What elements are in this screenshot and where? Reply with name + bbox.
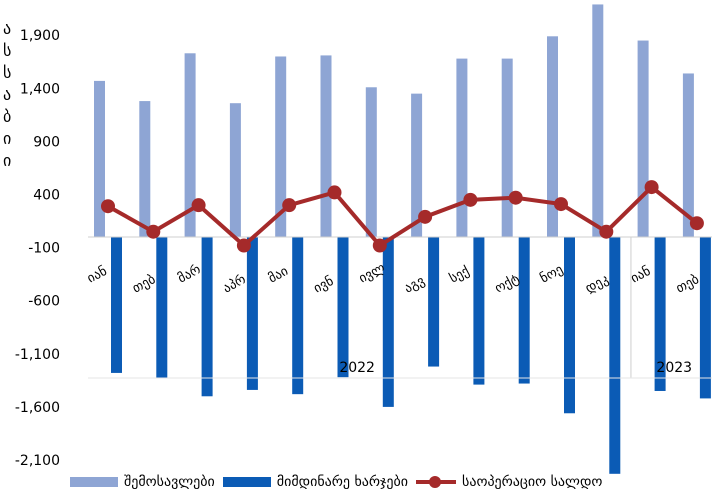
x-tick-label: თებ — [130, 272, 158, 297]
x-tick-label: ივნ — [311, 274, 336, 297]
x-tick-label: სექ — [447, 264, 472, 287]
bar-revenue — [501, 58, 513, 237]
x-tick-label: აპრ — [221, 272, 249, 296]
point-balance — [508, 190, 523, 205]
y-axis-title-char: ა — [3, 19, 11, 38]
x-tick-label: ნოე — [538, 262, 566, 286]
bar-revenue — [320, 55, 332, 237]
point-balance — [236, 238, 251, 253]
point-balance — [101, 199, 115, 214]
bar-expenses — [473, 237, 485, 385]
point-balance — [327, 185, 342, 200]
bar-expenses — [246, 237, 258, 390]
x-tick-label: იან — [628, 264, 653, 287]
bar-revenue — [275, 56, 287, 237]
bar-revenue — [139, 101, 151, 237]
year-label: 2022 — [339, 360, 375, 376]
bar-expenses — [564, 237, 575, 414]
legend-swatch-revenue — [70, 477, 118, 487]
point-balance — [554, 197, 568, 212]
y-tick-label: -100 — [28, 241, 60, 257]
legend-label-balance: საოპერაციო სალდო — [462, 474, 603, 490]
y-tick-label: -2,100 — [15, 453, 60, 469]
bar-revenue — [365, 87, 377, 238]
legend-swatch-expenses — [222, 477, 271, 487]
bar-expenses — [609, 237, 621, 474]
legend: შემოსავლები მიმდინარე ხარჯები საოპერაციო… — [70, 470, 610, 494]
bar-expenses — [654, 237, 666, 391]
bars — [94, 4, 711, 474]
y-tick-label: -600 — [28, 294, 60, 310]
bar-revenue — [411, 93, 423, 238]
line-series — [101, 180, 704, 253]
y-tick-label: 400 — [33, 188, 60, 204]
bar-expenses — [428, 237, 440, 367]
y-axis-title-char: ს — [3, 63, 11, 82]
point-balance — [146, 224, 161, 239]
bar-revenue — [682, 73, 694, 237]
bar-expenses — [292, 237, 304, 395]
point-balance — [372, 238, 387, 253]
legend-item-expenses: მიმდინარე ხარჯები — [222, 474, 409, 490]
bar-expenses — [156, 237, 168, 379]
y-tick-label: 900 — [33, 134, 60, 150]
bar-expenses — [699, 237, 711, 399]
year-label: 2023 — [656, 360, 692, 376]
x-tick-label: მარ — [175, 262, 203, 286]
bar-expenses — [111, 237, 122, 373]
bar-revenue — [637, 40, 649, 237]
point-balance — [282, 198, 297, 213]
legend-item-balance: საოპერაციო სალდო — [416, 474, 602, 490]
y-axis-title-char: ს — [3, 41, 11, 60]
year-labels: 2022 2023 — [88, 237, 712, 379]
y-axis-title-char: ბ — [3, 107, 11, 126]
y-axis-title-char: ი — [3, 151, 11, 170]
y-tick-label: -1,600 — [15, 400, 60, 416]
bar-expenses — [337, 237, 349, 378]
x-tick-label: იან — [85, 264, 110, 287]
point-balance — [418, 209, 433, 224]
legend-label-revenue: შემოსავლები — [124, 474, 215, 490]
point-balance — [463, 192, 478, 207]
bar-revenue — [94, 80, 105, 238]
x-tick-label: თებ — [674, 272, 702, 297]
bar-revenue — [547, 36, 558, 237]
x-tick-label: დეკ — [583, 272, 611, 296]
y-tick-label: 1,400 — [20, 81, 60, 97]
y-axis-title-char: ა — [3, 85, 11, 104]
bar-expenses — [201, 237, 213, 397]
y-tick-label: 1,900 — [20, 28, 60, 44]
point-balance — [599, 224, 614, 239]
bar-expenses — [382, 237, 394, 407]
y-axis-ticks: 1,900 1,400 900 400 -100 -600 -1,100 -1,600 -2,1… — [15, 28, 60, 469]
point-balance — [644, 180, 659, 195]
legend-label-expenses: მიმდინარე ხარჯები — [276, 474, 409, 490]
y-axis-title-char: ი — [3, 129, 11, 148]
bar-revenue — [229, 103, 241, 237]
x-tick-label: ოქტ — [493, 271, 522, 296]
point-balance — [191, 198, 206, 213]
point-balance — [689, 216, 704, 231]
line-balance — [107, 184, 699, 249]
bar-revenue — [184, 53, 196, 237]
y-tick-label: -1,100 — [15, 347, 60, 363]
legend-swatch-balance — [416, 476, 457, 488]
legend-item-revenue: შემოსავლები — [70, 474, 215, 490]
x-tick-label: აგვ — [402, 274, 427, 297]
bar-expenses — [518, 237, 530, 384]
x-tick-label: მაი — [266, 264, 291, 287]
bar-revenue — [592, 4, 604, 238]
bar-revenue — [456, 58, 468, 237]
